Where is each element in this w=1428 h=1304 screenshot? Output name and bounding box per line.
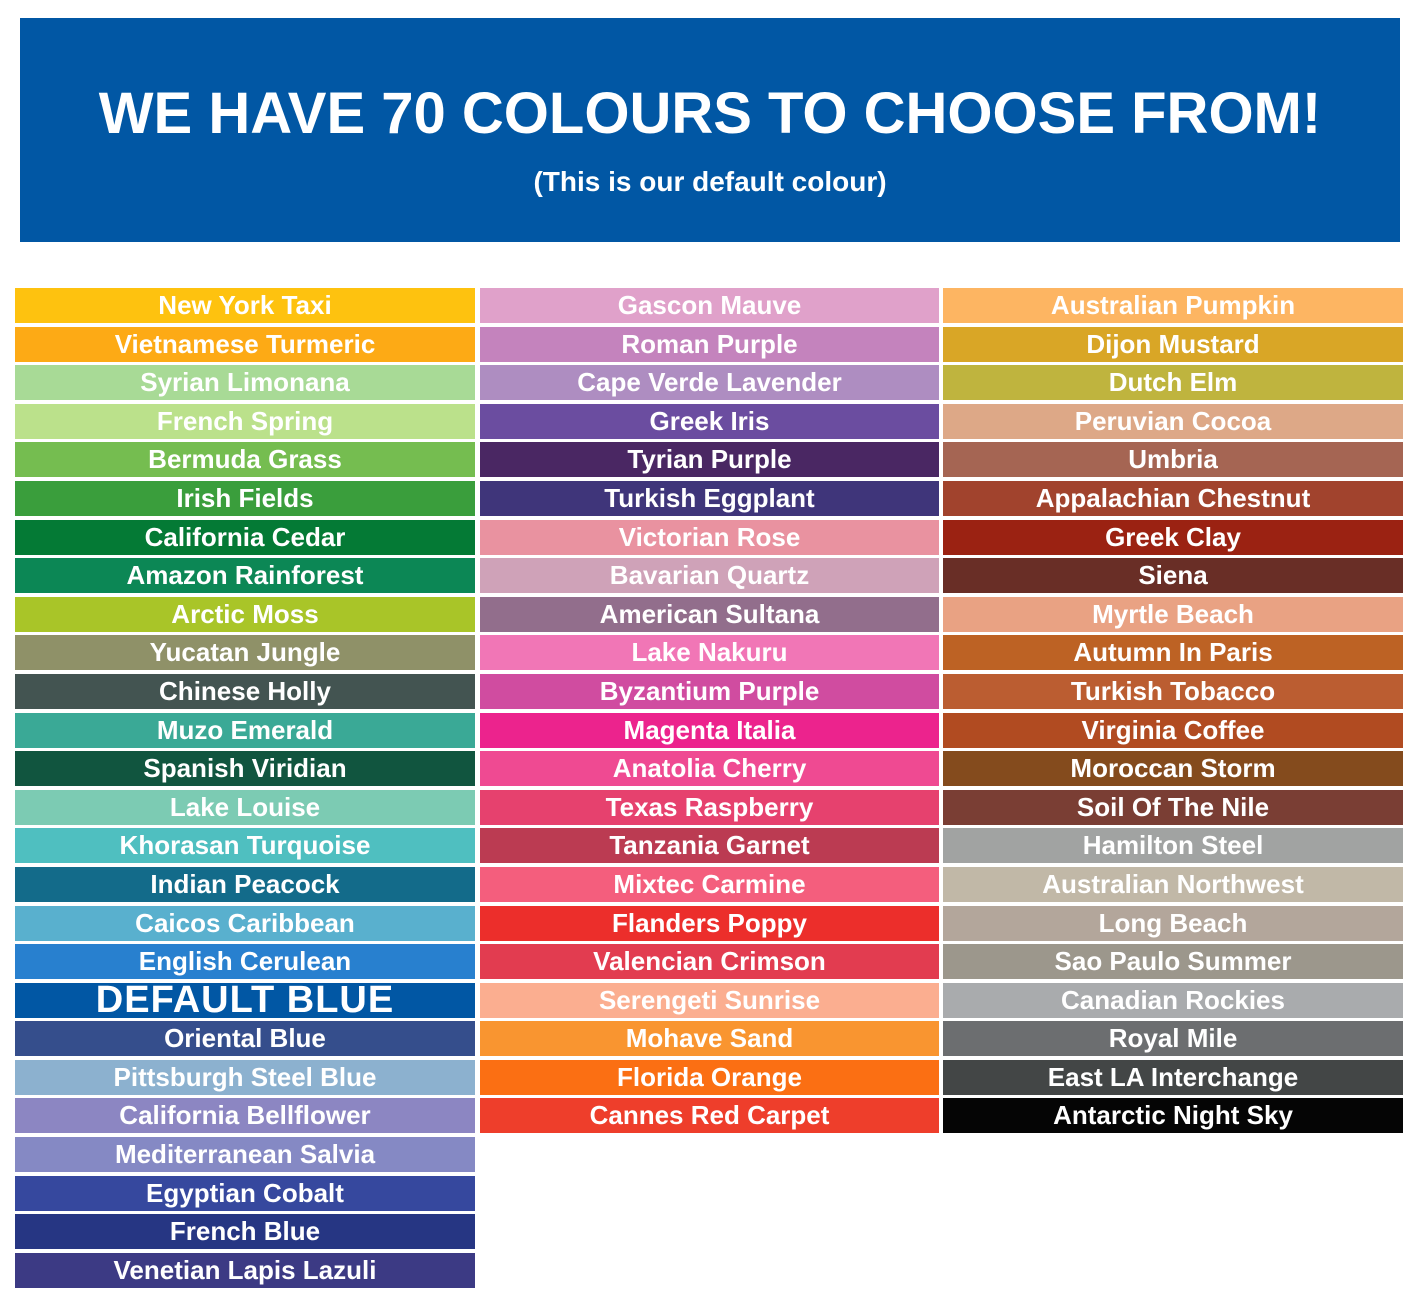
colour-swatch: Siena — [943, 558, 1403, 594]
colour-swatch: Peruvian Cocoa — [943, 403, 1403, 439]
swatch-column-1: New York Taxi Vietnamese Turmeric Syrian L… — [15, 288, 475, 1291]
colour-swatch: Florida Orange — [480, 1059, 939, 1095]
colour-swatch: Indian Peacock — [15, 866, 475, 902]
colour-swatch: Texas Raspberry — [480, 789, 939, 825]
colour-swatch: Pittsburgh Steel Blue — [15, 1059, 475, 1095]
colour-swatch: Canadian Rockies — [943, 982, 1403, 1018]
colour-swatch: Lake Nakuru — [480, 635, 939, 671]
colour-swatch: Moroccan Storm — [943, 751, 1403, 787]
colour-swatch: Mixtec Carmine — [480, 866, 939, 902]
colour-swatch: Sao Paulo Summer — [943, 944, 1403, 980]
colour-swatch: California Cedar — [15, 519, 475, 555]
colour-swatch: Cape Verde Lavender — [480, 365, 939, 401]
colour-swatch: California Bellflower — [15, 1098, 475, 1134]
colour-swatch: Magenta Italia — [480, 712, 939, 748]
colour-swatch: French Spring — [15, 403, 475, 439]
colour-swatch: Lake Louise — [15, 789, 475, 825]
colour-swatch: Bavarian Quartz — [480, 558, 939, 594]
colour-swatch: Vietnamese Turmeric — [15, 326, 475, 362]
colour-swatch: Australian Northwest — [943, 866, 1403, 902]
colour-swatch: Mohave Sand — [480, 1021, 939, 1057]
colour-swatch: Spanish Viridian — [15, 751, 475, 787]
colour-swatch: Venetian Lapis Lazuli — [15, 1252, 475, 1288]
colour-swatch: Tanzania Garnet — [480, 828, 939, 864]
colour-swatch: Gascon Mauve — [480, 288, 939, 323]
colour-swatch: Antarctic Night Sky — [943, 1098, 1403, 1134]
colour-swatch: Umbria — [943, 442, 1403, 478]
colour-swatch: Flanders Poppy — [480, 905, 939, 941]
colour-swatch: Turkish Eggplant — [480, 480, 939, 516]
colour-swatch: Muzo Emerald — [15, 712, 475, 748]
colour-swatch: Long Beach — [943, 905, 1403, 941]
colour-swatch: Victorian Rose — [480, 519, 939, 555]
colour-swatch: Dutch Elm — [943, 365, 1403, 401]
colour-swatch: Yucatan Jungle — [15, 635, 475, 671]
colour-swatch: Chinese Holly — [15, 673, 475, 709]
colour-swatch: Myrtle Beach — [943, 596, 1403, 632]
page-subtitle: (This is our default colour) — [533, 165, 887, 197]
swatch-column-3: Australian Pumpkin Dijon Mustard Dutch Elm… — [943, 288, 1403, 1137]
colour-swatch: Egyptian Cobalt — [15, 1175, 475, 1211]
colour-swatch: American Sultana — [480, 596, 939, 632]
colour-swatch: Byzantium Purple — [480, 673, 939, 709]
colour-swatch: Khorasan Turquoise — [15, 828, 475, 864]
colour-swatch: Amazon Rainforest — [15, 558, 475, 594]
colour-swatch: Cannes Red Carpet — [480, 1098, 939, 1134]
colour-swatch: French Blue — [15, 1214, 475, 1250]
colour-swatch: DEFAULT BLUE — [15, 981, 475, 1019]
colour-swatch: Hamilton Steel — [943, 828, 1403, 864]
colour-swatch: Syrian Limonana — [15, 365, 475, 401]
colour-swatch: Arctic Moss — [15, 596, 475, 632]
colour-swatch: Bermuda Grass — [15, 442, 475, 478]
colour-swatch: East LA Interchange — [943, 1059, 1403, 1095]
colour-swatch: Appalachian Chestnut — [943, 480, 1403, 516]
colour-swatch: Oriental Blue — [15, 1021, 475, 1057]
colour-swatch: Irish Fields — [15, 480, 475, 516]
colour-swatch: Roman Purple — [480, 326, 939, 362]
colour-swatch: Turkish Tobacco — [943, 673, 1403, 709]
colour-swatch: Autumn In Paris — [943, 635, 1403, 671]
colour-swatch: Serengeti Sunrise — [480, 982, 939, 1018]
page-title: WE HAVE 70 COLOURS TO CHOOSE FROM! — [98, 81, 1322, 146]
colour-swatch: Royal Mile — [943, 1021, 1403, 1057]
colour-swatch: Valencian Crimson — [480, 944, 939, 980]
colour-swatch: Virginia Coffee — [943, 712, 1403, 748]
colour-swatch: Greek Iris — [480, 403, 939, 439]
colour-swatch: Australian Pumpkin — [943, 288, 1403, 323]
colour-swatch: New York Taxi — [15, 288, 475, 323]
header-banner: WE HAVE 70 COLOURS TO CHOOSE FROM! (This… — [20, 18, 1400, 242]
colour-swatch: Tyrian Purple — [480, 442, 939, 478]
colour-swatch: Dijon Mustard — [943, 326, 1403, 362]
colour-swatch: English Cerulean — [15, 944, 475, 980]
swatch-column-2: Gascon Mauve Roman Purple Cape Verde Laven… — [480, 288, 939, 1137]
colour-swatch: Soil Of The Nile — [943, 789, 1403, 825]
colour-swatch: Mediterranean Salvia — [15, 1137, 475, 1173]
colour-swatch: Greek Clay — [943, 519, 1403, 555]
colour-swatch: Caicos Caribbean — [15, 905, 475, 941]
colour-swatch: Anatolia Cherry — [480, 751, 939, 787]
